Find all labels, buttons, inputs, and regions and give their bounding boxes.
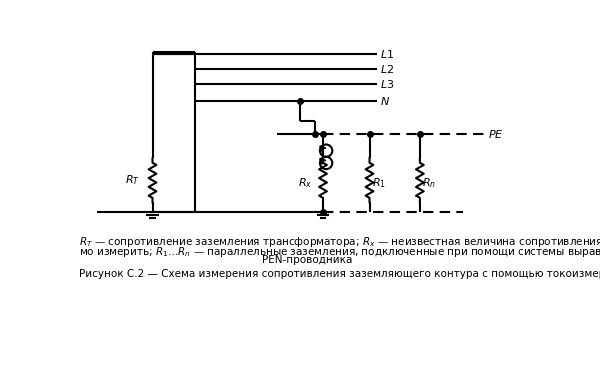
Text: $R_x$: $R_x$	[298, 176, 312, 190]
Text: мо измерить; $R_1$…$R_n$ — параллельные заземления, подключенные при помощи сист: мо измерить; $R_1$…$R_n$ — параллельные …	[79, 245, 600, 259]
Text: $L1$: $L1$	[380, 48, 394, 60]
Text: $R_T$: $R_T$	[125, 174, 140, 187]
Text: $N$: $N$	[380, 95, 389, 107]
Text: $PE$: $PE$	[488, 128, 504, 140]
Text: $L3$: $L3$	[380, 78, 394, 90]
Text: $R_T$ — сопротивление заземления трансформатора; $R_x$ — неизвестная величина со: $R_T$ — сопротивление заземления трансфо…	[79, 235, 600, 249]
Text: Рисунок С.2 — Схема измерения сопротивления заземляющего контура с помощью токои: Рисунок С.2 — Схема измерения сопротивле…	[79, 269, 600, 279]
Text: $R_n$: $R_n$	[422, 176, 436, 190]
Text: $R_1$: $R_1$	[372, 176, 386, 190]
Text: PEN-проводника: PEN-проводника	[262, 255, 353, 265]
Text: $L2$: $L2$	[380, 63, 394, 75]
